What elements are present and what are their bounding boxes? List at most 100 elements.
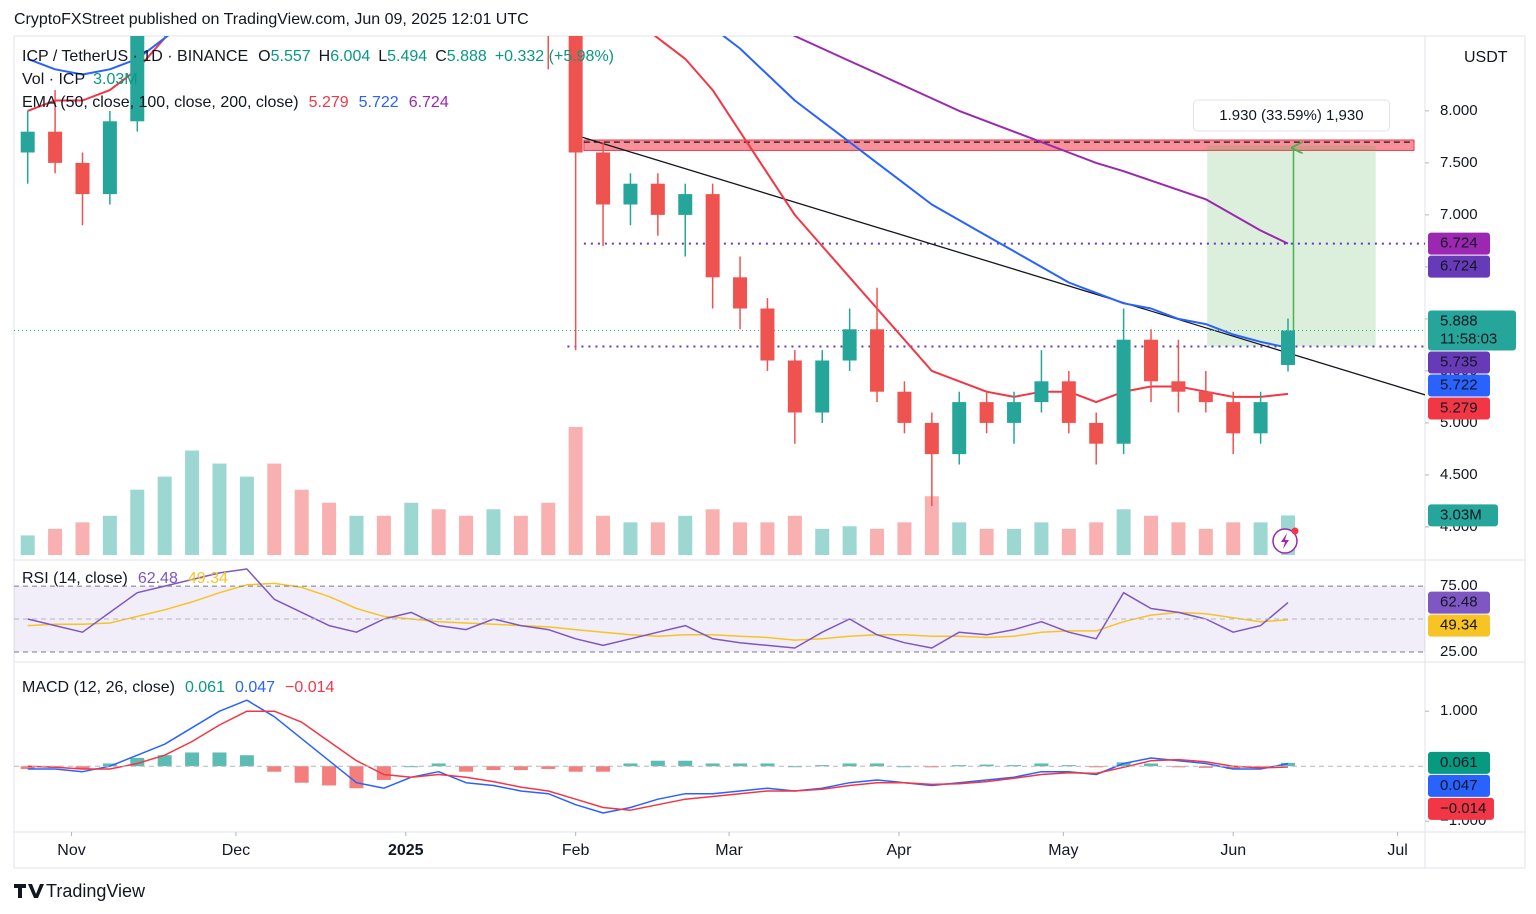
rsi-line (27, 568, 1289, 649)
macd-hist-bar (459, 766, 474, 772)
macd-hist-bar (212, 752, 227, 767)
volume-bar (568, 427, 583, 555)
price-badge (1428, 351, 1490, 374)
resistance-zone (583, 139, 1415, 151)
logo-icon (14, 884, 44, 898)
macd-hist-bar (897, 766, 912, 768)
macd-hist-bar (541, 766, 556, 769)
volume-bar (404, 502, 419, 555)
macd-hist-bar (322, 766, 337, 786)
price-badge-label: 62.48 (1440, 594, 1478, 611)
macd-hist-bar (733, 763, 748, 767)
y-tick-label: 4.500 (1440, 466, 1478, 483)
ohlc-value: 5.494 (387, 48, 427, 65)
price-badge-label: −0.014 (1440, 800, 1486, 817)
candle-body (842, 329, 857, 361)
volume-bar (705, 509, 720, 555)
ema-value: 6.724 (409, 94, 449, 111)
macd-hist-bar (870, 763, 885, 767)
countdown: 11:58:03 (1440, 331, 1497, 348)
volume-bar (1061, 528, 1076, 555)
ema-line (792, 36, 1289, 245)
rsi-legend: RSI (14, close) 62.48 49.34 (22, 570, 228, 587)
candle-body (1116, 339, 1131, 444)
volume-bar (1116, 509, 1131, 555)
macd-hist-bar (267, 766, 282, 772)
candle-body (1253, 402, 1268, 434)
candle-body (1061, 381, 1076, 423)
measure-box (1207, 145, 1376, 347)
candle-body (20, 131, 35, 153)
ema-line (27, 36, 1289, 404)
candle-body (1089, 422, 1104, 444)
volume-bar (952, 522, 967, 555)
volume-bar (75, 522, 90, 555)
ema-legend: EMA (50, close, 100, close, 200, close) 5… (22, 94, 449, 111)
ema-value: 5.279 (309, 94, 349, 111)
x-tick-label: Jun (1220, 842, 1246, 859)
volume-bar (48, 528, 63, 555)
volume-bar (541, 502, 556, 555)
price-badge-label: 0.047 (1440, 777, 1478, 794)
volume-bar (733, 522, 748, 555)
volume-bar (1007, 528, 1022, 555)
x-tick-label: 2025 (388, 842, 424, 859)
volume-bar (20, 535, 35, 555)
x-tick-label: Feb (562, 842, 590, 859)
x-tick-label: Apr (887, 842, 913, 859)
candle-body (1171, 381, 1186, 392)
candle-body (760, 308, 775, 361)
macd-legend: MACD (12, 26, close) 0.061 0.047 −0.014 (22, 679, 335, 696)
volume-bar (130, 489, 145, 555)
price-badge-label: 5.735 (1440, 354, 1478, 371)
volume-bar (1198, 528, 1213, 555)
icon-dot (1291, 527, 1299, 535)
symbol-legend: ICP / TetherUS · 1D · BINANCE O5.557 H6.00… (22, 48, 614, 65)
volume-value: 3.03M (93, 71, 137, 88)
macd-hist-bar (376, 766, 391, 780)
y-tick-label: 7.000 (1440, 206, 1478, 223)
volume-bar (513, 515, 528, 555)
candle-body (130, 36, 145, 122)
macd-value: 0.047 (235, 679, 275, 696)
volume-bar (431, 509, 446, 555)
macd-hist-bar (75, 766, 90, 769)
volume-bar (376, 515, 391, 555)
macd-hist-bar (1144, 763, 1159, 767)
candle-body (924, 422, 939, 455)
candle-body (568, 36, 583, 153)
macd-hist-bar (979, 764, 994, 767)
price-badge (1428, 751, 1490, 774)
price-badge (1428, 374, 1490, 397)
ohlc-key: H (319, 48, 331, 65)
candle-body (733, 277, 748, 309)
macd-hist-bar (1281, 762, 1296, 767)
macd-hist-bar (239, 755, 254, 767)
volume-bar (1034, 522, 1049, 555)
macd-hist-bar (1007, 765, 1022, 767)
volume-legend: Vol · ICP 3.03M (22, 71, 138, 88)
rsi-title: RSI (14, close) (22, 570, 128, 587)
macd-title: MACD (12, 26, close) (22, 679, 175, 696)
macd-hist-bar (1089, 766, 1104, 768)
candle-body (678, 194, 693, 215)
y-tick-label: 8.000 (1440, 102, 1478, 119)
candle-body (870, 329, 885, 392)
price-badge-label: 49.34 (1440, 617, 1478, 634)
macd-hist-bar (1061, 765, 1076, 767)
volume-bar (185, 450, 200, 555)
x-tick-label: Jul (1387, 842, 1407, 859)
price-badge (1428, 397, 1490, 420)
volume-bar (102, 515, 117, 555)
price-badge-label: 0.061 (1440, 754, 1478, 771)
volume-bar (596, 515, 611, 555)
ohlc-value: 6.004 (330, 48, 370, 65)
macd-line (27, 710, 1289, 811)
price-badge (1428, 591, 1490, 614)
macd-hist-bar (760, 763, 775, 767)
volume-badge (1428, 504, 1498, 527)
change: +0.332 (+5.98%) (495, 48, 614, 65)
volume-bar (157, 476, 172, 555)
